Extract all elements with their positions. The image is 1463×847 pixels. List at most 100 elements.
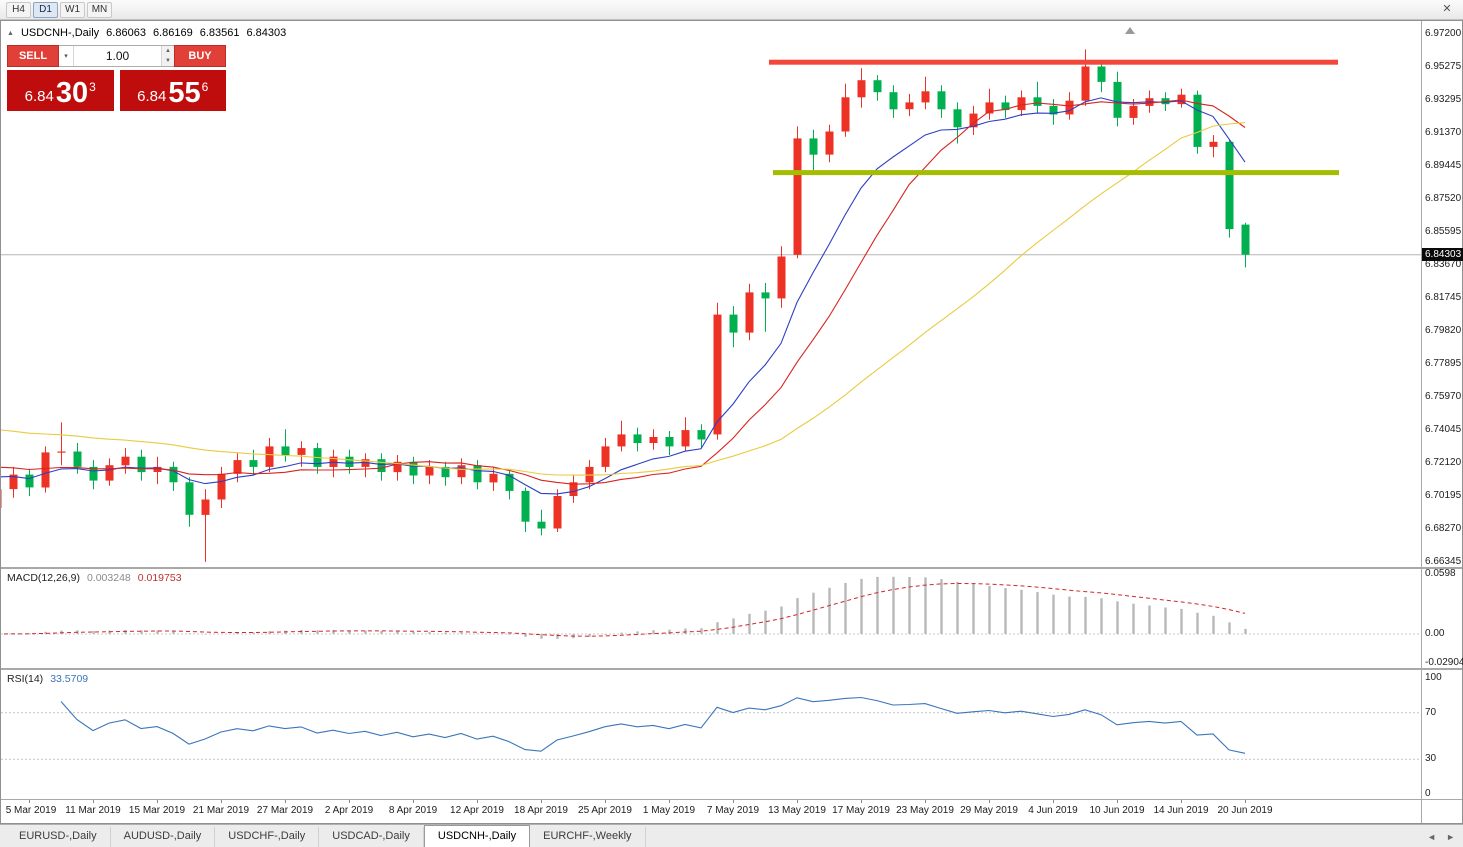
buy-button[interactable]: BUY (174, 45, 226, 67)
volume-value: 1.00 (105, 49, 130, 63)
rsi-canvas[interactable] (1, 670, 1421, 799)
chart-tab-usdcad-daily[interactable]: USDCAD-,Daily (319, 827, 424, 847)
date-axis-label: 5 Mar 2019 (5, 805, 57, 816)
rsi-axis-label: 100 (1425, 672, 1442, 683)
timeframe-button-w1[interactable]: W1 (60, 1, 85, 18)
date-axis[interactable]: 5 Mar 2019 11 Mar 2019 15 Mar 2019 21 Mar 2… (1, 800, 1421, 823)
bid-big-digits: 30 (55, 77, 89, 109)
current-price-tag: 6.84303 (1422, 248, 1463, 262)
tab-scroll-right-icon[interactable]: ► (1446, 832, 1455, 842)
price-axis-label: 6.75970 (1425, 391, 1462, 402)
volume-input[interactable]: ▾ 1.00 ▲ ▼ (59, 45, 174, 67)
macd-axis-label: 0.00 (1425, 628, 1445, 639)
date-axis-label: 20 Jun 2019 (1217, 805, 1273, 816)
ohlc-close: 6.84303 (246, 27, 287, 39)
date-axis-label: 15 Mar 2019 (128, 805, 186, 816)
spinner-down-icon[interactable]: ▼ (162, 56, 174, 66)
price-chart-area[interactable]: ▲ USDCNH-,Daily 6.86063 6.86169 6.83561 … (1, 21, 1421, 567)
ask-pip-digit: 6 (201, 80, 209, 94)
date-axis-label: 7 May 2019 (706, 805, 760, 816)
timeframe-button-d1[interactable]: D1 (33, 1, 58, 18)
price-axis-label: 6.74045 (1425, 424, 1462, 435)
ohlc-open: 6.86063 (106, 27, 146, 39)
price-axis-label: 6.85595 (1425, 226, 1462, 237)
date-axis-label: 14 Jun 2019 (1153, 805, 1209, 816)
chart-tab-eurusd-daily[interactable]: EURUSD-,Daily (6, 827, 111, 847)
bid-prefix: 6.84 (24, 88, 54, 105)
panel-splitter[interactable] (1, 799, 1462, 800)
price-axis-label: 6.89445 (1425, 160, 1462, 171)
volume-dropdown-icon[interactable]: ▾ (59, 46, 74, 66)
chart-tab-usdchf-daily[interactable]: USDCHF-,Daily (215, 827, 320, 847)
macd-chart-area[interactable]: MACD(12,26,9) 0.003248 0.019753 (1, 569, 1421, 668)
price-axis-label: 6.95275 (1425, 61, 1462, 72)
ask-price-button[interactable]: 6.84 55 6 (119, 70, 226, 111)
price-panel-row: ▲ USDCNH-,Daily 6.86063 6.86169 6.83561 … (1, 21, 1463, 567)
rsi-axis[interactable]: 100 70 30 0 (1421, 670, 1462, 799)
date-tick (93, 800, 94, 803)
tab-scroll-left-icon[interactable]: ◄ (1427, 832, 1437, 842)
price-axis-label: 6.68270 (1425, 523, 1462, 534)
rsi-panel-row: RSI(14) 33.5709 100 70 30 0 (1, 670, 1462, 799)
date-axis-label: 8 Apr 2019 (388, 805, 438, 816)
macd-name: MACD(12,26,9) (7, 572, 80, 584)
price-axis-label: 6.87520 (1425, 193, 1462, 204)
ask-prefix: 6.84 (137, 88, 167, 105)
price-axis-label: 6.70195 (1425, 490, 1462, 501)
date-tick (29, 800, 30, 803)
price-axis-label: 6.91370 (1425, 127, 1462, 138)
macd-canvas[interactable] (1, 569, 1421, 668)
macd-axis-label: -0.029049 (1425, 657, 1463, 669)
timeframe-button-mn[interactable]: MN (87, 1, 112, 18)
panel-splitter[interactable] (1, 567, 1462, 569)
date-tick (221, 800, 222, 803)
date-axis-label: 1 May 2019 (642, 805, 696, 816)
chart-tab-bar: EURUSD-,Daily AUDUSD-,Daily USDCHF-,Daily U… (0, 824, 1463, 847)
date-tick (797, 800, 798, 803)
date-tick (541, 800, 542, 803)
chart-shift-marker-icon (1125, 27, 1135, 34)
chart-tab-audusd-daily[interactable]: AUDUSD-,Daily (111, 827, 216, 847)
date-axis-label: 18 Apr 2019 (514, 805, 568, 816)
rsi-axis-label: 70 (1425, 706, 1437, 718)
date-axis-label: 12 Apr 2019 (450, 805, 504, 816)
rsi-chart-area[interactable]: RSI(14) 33.5709 (1, 670, 1421, 799)
chart-tab-eurchf-weekly[interactable]: EURCHF-,Weekly (530, 827, 646, 847)
one-click-trading-panel: SELL ▾ 1.00 ▲ ▼ BUY 6.84 30 3 6.84 55 6 (7, 45, 226, 111)
ask-big-digits: 55 (168, 77, 201, 109)
date-tick (413, 800, 414, 803)
price-axis-label: 6.81745 (1425, 292, 1462, 303)
panel-splitter[interactable] (1, 668, 1462, 670)
date-axis-label: 4 Jun 2019 (1028, 805, 1078, 816)
chart-tab-usdcnh-daily[interactable]: USDCNH-,Daily (423, 825, 531, 847)
date-axis-label: 25 Apr 2019 (578, 805, 632, 816)
price-axis[interactable]: 6.84303 6.97200 6.95275 6.93295 6.91370 6.89… (1421, 21, 1463, 567)
timeframe-button-h4[interactable]: H4 (6, 1, 31, 18)
bid-price-button[interactable]: 6.84 30 3 (7, 70, 114, 111)
chart-window: ▲ USDCNH-,Daily 6.86063 6.86169 6.83561 … (0, 20, 1463, 824)
date-tick (1053, 800, 1054, 803)
price-axis-label: 6.66345 (1425, 556, 1462, 567)
volume-spinner: ▲ ▼ (161, 46, 174, 66)
chart-title: ▲ USDCNH-,Daily 6.86063 6.86169 6.83561 … (7, 27, 286, 39)
sell-button[interactable]: SELL (7, 45, 59, 67)
date-tick (733, 800, 734, 803)
ohlc-high: 6.86169 (152, 27, 193, 39)
date-tick (1181, 800, 1182, 803)
main-toolbar: H4 D1 W1 MN ✕ (0, 0, 1463, 20)
spinner-up-icon[interactable]: ▲ (162, 46, 174, 56)
timeframe-button-group: H4 D1 W1 MN (6, 1, 112, 18)
date-tick (861, 800, 862, 803)
macd-axis[interactable]: 0.0598 0.00 -0.029049 (1421, 569, 1463, 669)
main-chart-canvas[interactable] (1, 21, 1421, 567)
date-axis-label: 13 May 2019 (768, 805, 826, 816)
tab-scroll-controls: ◄ ► (1427, 832, 1455, 842)
close-icon[interactable]: ✕ (1442, 3, 1452, 15)
date-tick (157, 800, 158, 803)
rsi-axis-label: 30 (1425, 753, 1437, 765)
date-axis-label: 2 Apr 2019 (324, 805, 374, 816)
date-tick (1245, 800, 1246, 803)
date-tick (477, 800, 478, 803)
rsi-value: 33.5709 (50, 673, 89, 685)
title-marker-icon: ▲ (7, 29, 14, 37)
